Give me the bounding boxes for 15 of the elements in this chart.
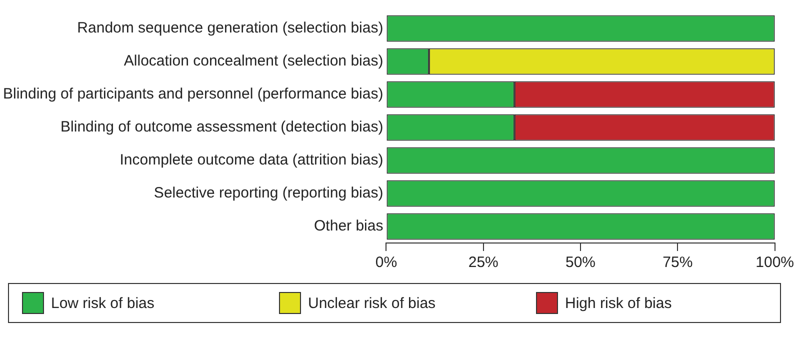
x-tick-label: 0% — [375, 254, 398, 272]
legend-label: High risk of bias — [565, 294, 672, 312]
y-tick-label: Allocation concealment (selection bias) — [124, 52, 384, 70]
x-tick-label: 100% — [756, 254, 794, 272]
y-tick-label: Incomplete outcome data (attrition bias) — [120, 152, 384, 169]
y-tick-label: Blinding of outcome assessment (detection bias) — [60, 118, 384, 136]
x-tick-label: 50% — [566, 254, 596, 272]
legend-label: Unclear risk of bias — [308, 294, 436, 312]
y-tick-label: Random sequence generation (selection bias) — [77, 20, 384, 37]
y-tick-label: Other bias — [314, 218, 384, 235]
x-tick-label: 25% — [468, 254, 498, 272]
y-tick-label: Blinding of participants and personnel (performance bias) — [2, 86, 384, 103]
y-tick-label: Selective reporting (reporting bias) — [154, 184, 384, 202]
legend-label: Low risk of bias — [51, 294, 154, 312]
x-tick-label: 75% — [662, 254, 693, 272]
